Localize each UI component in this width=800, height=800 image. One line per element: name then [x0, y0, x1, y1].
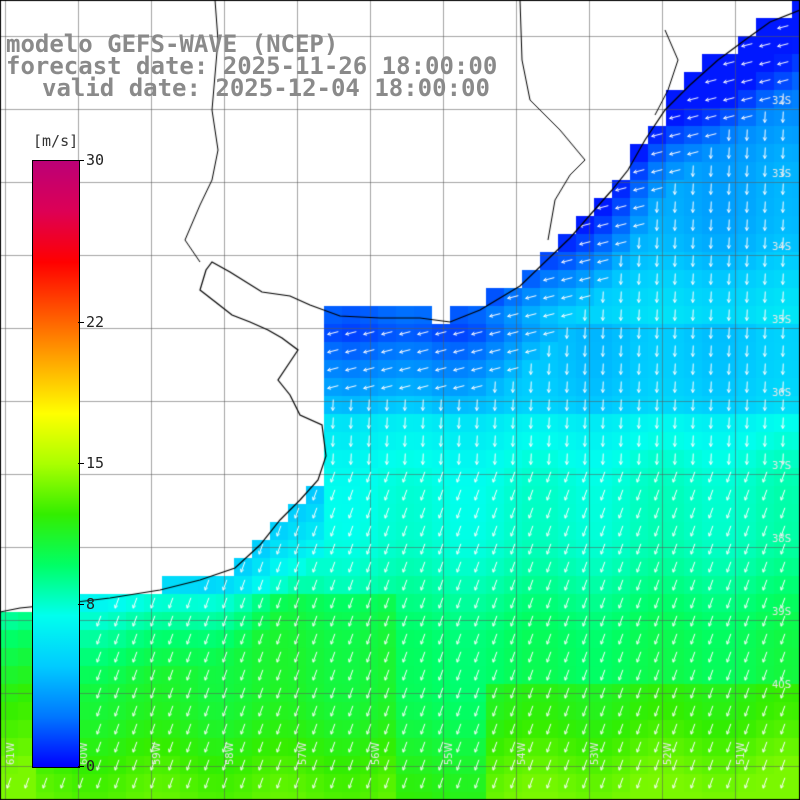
- colorbar-tick-label: 30: [86, 151, 105, 169]
- colorbar-tick-label: 22: [86, 312, 105, 331]
- colorbar-tick-mark: [78, 321, 84, 323]
- colorbar-tick-label: 15: [86, 454, 105, 472]
- forecast-date: forecast date: 2025-11-26 18:00:00: [6, 52, 498, 80]
- colorbar-tick-mark: [78, 766, 84, 767]
- colorbar-tick-label: 8: [86, 595, 96, 614]
- colorbar-unit: [m/s]: [33, 132, 79, 150]
- model-title: modelo GEFS-WAVE (NCEP): [6, 30, 339, 58]
- colorbar: [32, 160, 80, 768]
- colorbar-tick-label: 0: [86, 757, 96, 775]
- colorbar-tick-mark: [78, 604, 84, 606]
- valid-date: valid date: 2025-12-04 18:00:00: [42, 74, 490, 102]
- colorbar-tick-mark: [78, 463, 84, 464]
- colorbar-tick-mark: [78, 160, 84, 161]
